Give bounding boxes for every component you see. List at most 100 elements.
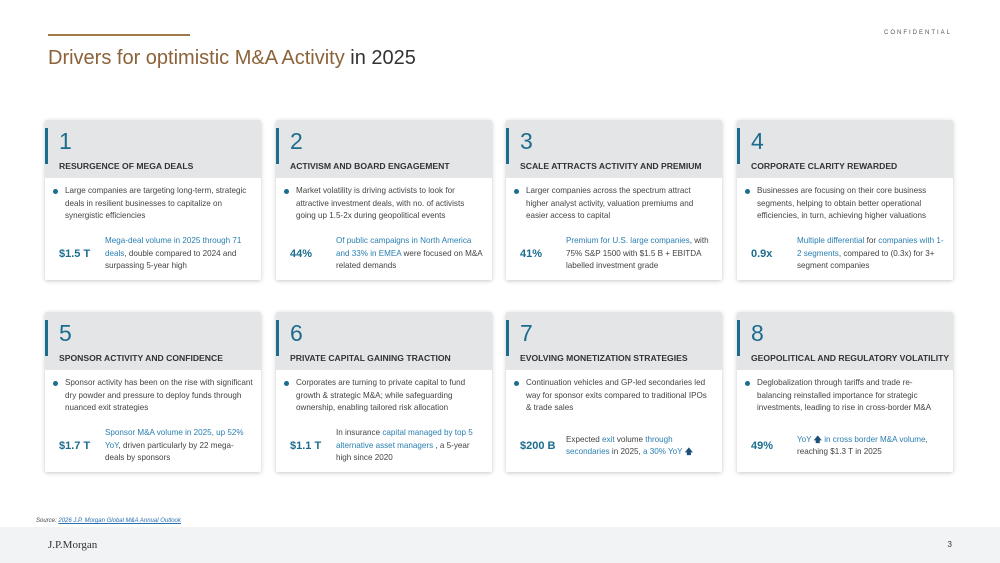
- card-stat-description: Sponsor M&A volume in 2025, up 52% YoY, …: [105, 426, 253, 466]
- card-accent-bar: [506, 128, 509, 164]
- card-stat-row: $200 B Expected exit volume through secon…: [520, 426, 714, 466]
- card-number: 5: [59, 320, 72, 346]
- card-bullet-text: Larger companies across the spectrum att…: [514, 185, 714, 223]
- highlight-text: companies with 1-2 segments: [797, 236, 944, 258]
- driver-card-6: 6 PRIVATE CAPITAL GAINING TRACTION Corpora…: [276, 312, 492, 472]
- card-accent-bar: [276, 320, 279, 356]
- card-stat-value: $1.1 T: [290, 440, 322, 452]
- highlight-text: in cross border M&A volume: [822, 434, 926, 444]
- card-accent-bar: [506, 320, 509, 356]
- card-number: 6: [290, 320, 303, 346]
- desc-text: Expected: [566, 434, 602, 444]
- card-bullet-text: Corporates are turning to private capita…: [284, 377, 484, 415]
- desc-text: , double compared to 2024 and surpassing…: [105, 248, 237, 271]
- page-title: Drivers for optimistic M&A Activity in 2…: [48, 47, 416, 70]
- card-stat-description: In insurance capital managed by top 5 al…: [336, 426, 484, 466]
- card-stat-value: $1.5 T: [59, 248, 91, 260]
- card-stat-value: 41%: [520, 248, 543, 260]
- card-accent-bar: [737, 320, 740, 356]
- card-stat-description: Expected exit volume through secondaries…: [566, 426, 714, 466]
- card-stat-row: 0.9x Multiple differential for companies …: [751, 234, 945, 274]
- card-accent-bar: [45, 128, 48, 164]
- desc-text: , reaching $1.3 T in 2025: [797, 434, 928, 457]
- driver-card-7: 7 EVOLVING MONETIZATION STRATEGIES Continu…: [506, 312, 722, 472]
- card-stat-description: Mega-deal volume in 2025 through 71 deal…: [105, 234, 253, 274]
- jpmorgan-logo: J.P.Morgan: [48, 539, 98, 551]
- driver-card-4: 4 CORPORATE CLARITY REWARDED Businesses ar…: [737, 120, 953, 280]
- confidential-label: CONFIDENTIAL: [883, 30, 952, 36]
- driver-card-5: 5 SPONSOR ACTIVITY AND CONFIDENCE Sponsor …: [45, 312, 261, 472]
- card-header: 2 ACTIVISM AND BOARD ENGAGEMENT: [276, 120, 492, 178]
- highlight-text: Multiple differential: [797, 236, 865, 246]
- card-header: 7 EVOLVING MONETIZATION STRATEGIES: [506, 312, 722, 370]
- card-stat-value: $1.7 T: [59, 440, 91, 452]
- card-number: 2: [290, 128, 303, 154]
- desc-text: , driven particularly by 22 mega-deals b…: [105, 440, 234, 463]
- highlight-text: Of public campaigns in North America and…: [336, 236, 472, 258]
- card-heading: SPONSOR ACTIVITY AND CONFIDENCE: [59, 353, 223, 363]
- desc-text: for: [864, 236, 879, 246]
- driver-card-1: 1 RESURGENCE OF MEGA DEALS Large companies…: [45, 120, 261, 280]
- highlight-text: YoY: [797, 434, 814, 444]
- card-number: 7: [520, 320, 533, 346]
- highlight-text: Sponsor M&A volume in 2025, up 52% YoY: [105, 428, 244, 450]
- card-stat-description: Multiple differential for companies with…: [797, 234, 945, 274]
- card-header: 5 SPONSOR ACTIVITY AND CONFIDENCE: [45, 312, 261, 370]
- title-plain-text: in 2025: [344, 47, 416, 69]
- card-stat-row: 49% YoY 🡅 in cross border M&A volume, rea…: [751, 426, 945, 466]
- card-stat-value: 44%: [290, 248, 313, 260]
- desc-text: , a 5-year high since 2020: [336, 440, 470, 463]
- card-stat-value: 0.9x: [751, 248, 773, 260]
- card-header: 4 CORPORATE CLARITY REWARDED: [737, 120, 953, 178]
- up-arrow-icon: 🡅: [684, 447, 694, 456]
- card-stat-value: 49%: [751, 440, 774, 452]
- card-number: 8: [751, 320, 764, 346]
- source-link[interactable]: 2026 J.P. Morgan Global M&A Annual Outlo…: [58, 518, 181, 524]
- card-bullet-text: Businesses are focusing on their core bu…: [745, 185, 945, 223]
- card-bullet-text: Large companies are targeting long-term,…: [53, 185, 253, 223]
- desc-text: , compared to (0.3x) for 3+ segment comp…: [797, 248, 935, 271]
- card-heading: SCALE ATTRACTS ACTIVITY AND PREMIUM: [520, 161, 702, 171]
- card-stat-row: 44% Of public campaigns in North America …: [290, 234, 484, 274]
- card-accent-bar: [276, 128, 279, 164]
- card-bullet-text: Sponsor activity has been on the rise wi…: [53, 377, 253, 415]
- driver-card-2: 2 ACTIVISM AND BOARD ENGAGEMENT Market vol…: [276, 120, 492, 280]
- footer-bar: J.P.Morgan 3: [0, 527, 1000, 563]
- card-heading: CORPORATE CLARITY REWARDED: [751, 161, 898, 171]
- card-accent-bar: [45, 320, 48, 356]
- card-accent-bar: [737, 128, 740, 164]
- header-accent-rule: [48, 34, 190, 36]
- card-stat-row: $1.5 T Mega-deal volume in 2025 through 7…: [59, 234, 253, 274]
- card-bullet-text: Continuation vehicles and GP-led seconda…: [514, 377, 714, 415]
- driver-card-8: 8 GEOPOLITICAL AND REGULATORY VOLATILITY D…: [737, 312, 953, 472]
- card-header: 8 GEOPOLITICAL AND REGULATORY VOLATILITY: [737, 312, 953, 370]
- highlight-text: capital managed by top 5 alternative ass…: [336, 428, 473, 450]
- source-label: Source:: [36, 518, 59, 524]
- card-stat-row: $1.7 T Sponsor M&A volume in 2025, up 52%…: [59, 426, 253, 466]
- up-arrow-icon: 🡅: [813, 434, 822, 444]
- highlight-text: exit: [602, 434, 615, 444]
- highlight-text: Mega-deal volume in 2025 through 71 deal…: [105, 236, 242, 258]
- title-accent-text: Drivers for optimistic M&A Activity: [48, 47, 345, 69]
- card-header: 6 PRIVATE CAPITAL GAINING TRACTION: [276, 312, 492, 370]
- card-stat-row: 41% Premium for U.S. large companies, wit…: [520, 234, 714, 274]
- card-header: 3 SCALE ATTRACTS ACTIVITY AND PREMIUM: [506, 120, 722, 178]
- desc-text: , with 75% S&P 1500 with $1.5 B + EBITDA…: [566, 236, 709, 271]
- card-heading: ACTIVISM AND BOARD ENGAGEMENT: [290, 161, 450, 171]
- card-heading: GEOPOLITICAL AND REGULATORY VOLATILITY: [751, 353, 950, 363]
- highlight-text: Premium for U.S. large companies: [566, 236, 690, 246]
- card-heading: EVOLVING MONETIZATION STRATEGIES: [520, 353, 688, 363]
- desc-text: volume: [614, 434, 646, 444]
- card-heading: PRIVATE CAPITAL GAINING TRACTION: [290, 353, 451, 363]
- source-note: Source: 2026 J.P. Morgan Global M&A Annu…: [36, 518, 181, 524]
- driver-card-3: 3 SCALE ATTRACTS ACTIVITY AND PREMIUM Larg…: [506, 120, 722, 280]
- desc-text: In insurance: [336, 428, 383, 438]
- card-heading: RESURGENCE OF MEGA DEALS: [59, 161, 194, 171]
- highlight-text: through secondaries: [566, 434, 673, 457]
- highlight-text: a 30% YoY: [642, 447, 685, 456]
- card-header: 1 RESURGENCE OF MEGA DEALS: [45, 120, 261, 178]
- card-number: 1: [59, 128, 72, 154]
- card-stat-value: $200 B: [520, 440, 556, 452]
- desc-text: were focused on M&A related demands: [336, 248, 483, 271]
- card-number: 3: [520, 128, 533, 154]
